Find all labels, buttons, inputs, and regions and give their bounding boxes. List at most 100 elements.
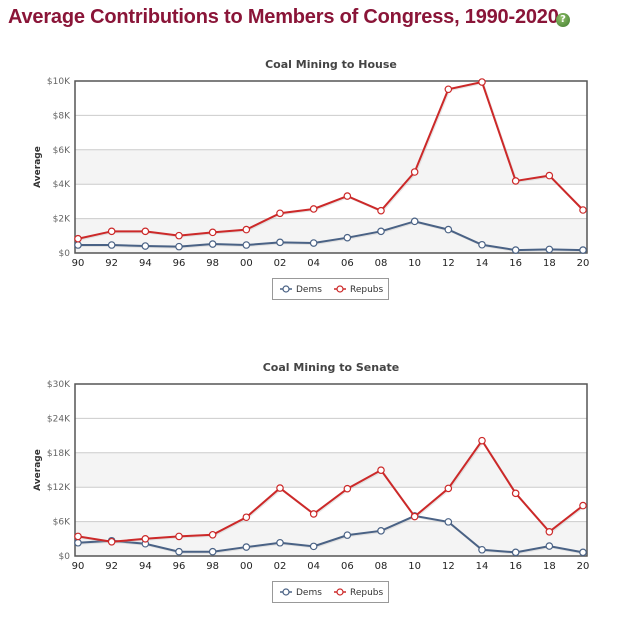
help-icon[interactable]: ? <box>556 13 570 27</box>
data-point-repubs <box>545 528 554 536</box>
y-tick-label: $6K <box>53 518 71 528</box>
legend-marker-icon <box>336 588 344 596</box>
y-tick-label: $0 <box>59 552 71 562</box>
x-tick-label: 14 <box>476 258 489 269</box>
grid-band <box>75 452 587 488</box>
x-tick-label: 10 <box>408 258 421 269</box>
legend: Dems Repubs <box>272 278 389 300</box>
data-point-dems <box>343 531 352 539</box>
data-point-dems <box>545 542 554 550</box>
legend-item-dems[interactable]: Dems <box>280 285 322 295</box>
data-point-repubs <box>410 512 419 521</box>
data-point-dems <box>276 238 284 247</box>
x-tick-label: 04 <box>307 561 320 572</box>
data-point-repubs <box>343 484 352 493</box>
y-tick-label: $10K <box>47 77 71 87</box>
data-point-repubs <box>107 227 116 236</box>
grid-band <box>75 149 587 185</box>
x-tick-label: 20 <box>577 561 590 572</box>
data-point-dems <box>175 547 183 556</box>
series-line-dems <box>77 514 584 554</box>
data-point-repubs <box>74 234 82 243</box>
y-tick-label: $24K <box>47 414 71 424</box>
x-tick-label: 96 <box>173 258 186 269</box>
data-point-dems <box>208 240 217 248</box>
legend-item-repubs[interactable]: Repubs <box>334 285 384 295</box>
data-point-dems <box>74 241 82 249</box>
x-tick-label: 94 <box>139 258 152 269</box>
x-tick-label: 00 <box>240 258 253 269</box>
legend-item-dems[interactable]: Dems <box>280 588 322 598</box>
data-point-repubs <box>478 78 486 86</box>
data-point-dems <box>175 242 183 251</box>
data-point-repubs <box>410 168 419 176</box>
legend-label: Dems <box>296 285 322 295</box>
data-point-repubs <box>579 206 587 214</box>
legend-label: Repubs <box>350 285 384 295</box>
data-point-repubs <box>309 205 318 213</box>
data-point-dems <box>444 225 453 234</box>
x-tick-label: 92 <box>105 561 118 572</box>
data-point-dems <box>410 217 419 226</box>
data-point-dems <box>579 548 587 557</box>
legend-label: Repubs <box>350 588 384 598</box>
legend-marker-icon <box>336 285 344 293</box>
data-point-repubs <box>276 209 284 218</box>
data-point-dems <box>343 233 352 242</box>
data-point-repubs <box>343 192 352 200</box>
y-tick-label: $0 <box>59 249 71 259</box>
series-line-repubs <box>77 80 584 240</box>
data-point-dems <box>309 239 318 247</box>
x-tick-label: 94 <box>139 561 152 572</box>
chart-title: Coal Mining to House <box>265 58 397 71</box>
data-point-repubs <box>107 537 116 546</box>
x-tick-label: 18 <box>543 561 556 572</box>
plot-border <box>74 80 588 254</box>
x-tick-label: 08 <box>375 258 388 269</box>
data-point-repubs <box>579 501 587 510</box>
legend-box <box>272 278 389 300</box>
data-point-repubs <box>208 530 217 539</box>
x-tick-label: 12 <box>442 258 455 269</box>
data-point-dems <box>107 241 116 249</box>
chart-senate: Coal Mining to Senate $0 $6K $12K $18K $24K $3… <box>33 361 590 603</box>
data-point-repubs <box>377 206 385 215</box>
data-point-repubs <box>545 171 554 180</box>
x-tick-label: 20 <box>577 258 590 269</box>
data-point-repubs <box>511 177 520 185</box>
x-tick-label: 16 <box>509 258 522 269</box>
x-tick-label: 16 <box>509 561 522 572</box>
data-point-repubs <box>444 484 453 493</box>
data-point-repubs <box>208 228 217 237</box>
data-point-dems <box>444 518 453 526</box>
data-point-dems <box>141 242 150 250</box>
y-tick-label: $30K <box>47 380 71 390</box>
series-line-dems <box>78 220 584 252</box>
x-tick-label: 90 <box>72 258 85 269</box>
x-tick-label: 10 <box>408 561 421 572</box>
legend-marker-icon <box>282 285 290 293</box>
data-point-repubs <box>478 436 486 445</box>
data-point-dems <box>511 548 520 557</box>
x-tick-label: 14 <box>476 561 489 572</box>
data-point-dems <box>377 527 385 535</box>
data-point-dems <box>276 538 284 547</box>
data-point-repubs <box>309 510 318 518</box>
x-tick-label: 04 <box>307 258 320 269</box>
data-point-repubs <box>242 225 251 234</box>
y-axis-label: Average <box>33 146 43 188</box>
page-title: Average Contributions to Members of Cong… <box>8 6 559 28</box>
y-tick-label: $8K <box>53 111 71 121</box>
x-tick-label: 02 <box>274 561 287 572</box>
legend-item-repubs[interactable]: Repubs <box>334 588 384 598</box>
data-point-dems <box>579 246 587 254</box>
x-tick-label: 08 <box>375 561 388 572</box>
data-point-repubs <box>511 489 520 498</box>
data-point-repubs <box>175 231 183 240</box>
data-point-repubs <box>175 532 183 541</box>
x-tick-label: 00 <box>240 561 253 572</box>
x-tick-label: 06 <box>341 561 354 572</box>
series-line-repubs <box>77 438 584 543</box>
x-tick-label: 98 <box>206 258 219 269</box>
y-axis-label: Average <box>33 449 43 491</box>
